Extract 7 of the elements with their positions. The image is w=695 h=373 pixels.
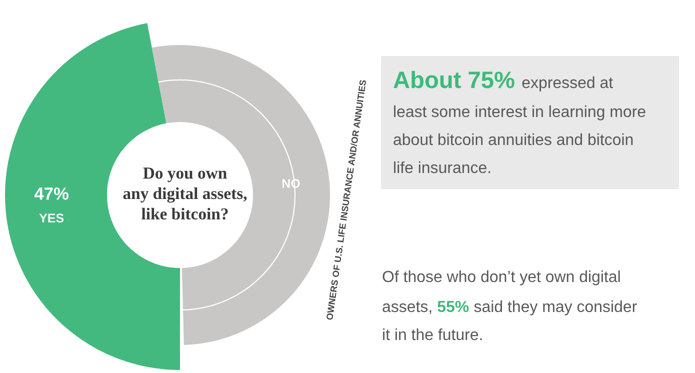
data-label: 47%: [34, 188, 68, 200]
text: Do you own any digital assets, like bitcoin?: [123, 168, 247, 220]
text: Of those who don’t yet own digital assets, 55% said they may consider it in the future.: [382, 270, 637, 340]
text: About 75% expressed at least some interest in learning more about bitcoin annuities and bitcoin life insurance.: [394, 70, 646, 174]
text: OWNERS OF U.S. LIFE INSURANCE AND/OR ANNUITIES: [326, 80, 366, 320]
slice-label: NO: [282, 179, 300, 188]
slice-label: YES: [39, 214, 64, 222]
